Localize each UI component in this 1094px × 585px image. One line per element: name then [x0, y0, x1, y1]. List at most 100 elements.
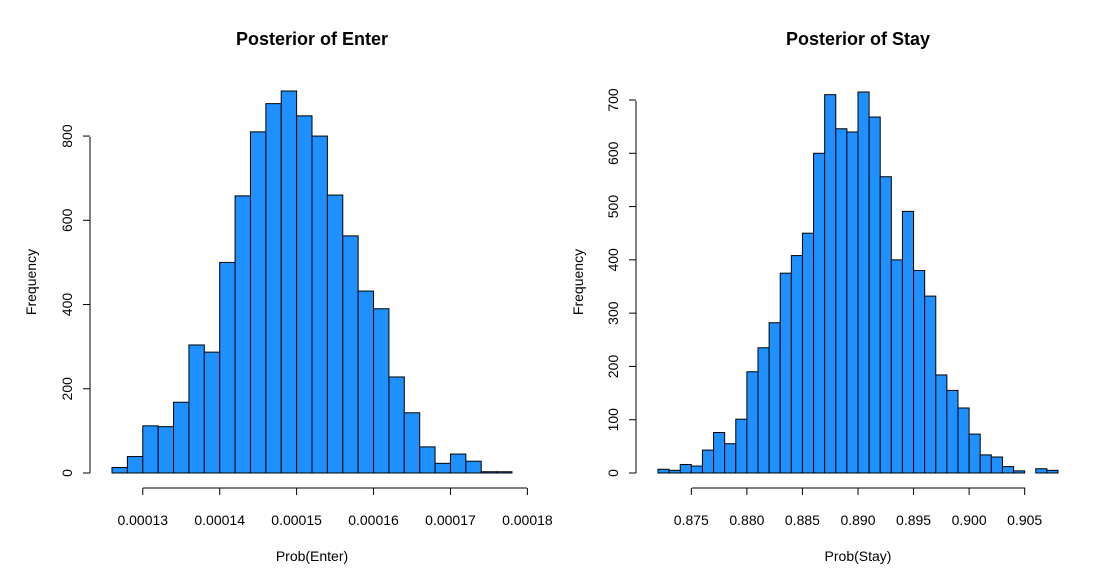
- histogram-bar: [419, 446, 436, 474]
- y-tick-label: 100: [605, 408, 621, 432]
- histogram-bar: [990, 456, 1003, 474]
- histogram-bar: [901, 210, 915, 474]
- histogram-bar: [234, 195, 251, 474]
- histogram-bar: [311, 135, 328, 474]
- x-tick-label: 0.875: [674, 512, 709, 528]
- chart-title: Posterior of Stay: [786, 29, 930, 49]
- y-tick-label: 700: [605, 88, 621, 112]
- histogram-bar: [111, 467, 128, 474]
- x-tick-label: 0.00017: [425, 512, 476, 528]
- histogram-bar: [326, 194, 344, 474]
- y-axis-label: Frequency: [23, 249, 39, 315]
- x-axis: 0.875 0.880 0.885 0.890 0.895 0.900 0.905: [674, 487, 1042, 528]
- y-tick-label: 0: [605, 469, 621, 477]
- x-tick-label: 0.905: [1007, 512, 1042, 528]
- histogram-bar: [657, 468, 670, 474]
- y-axis: 0 200 400 600 800: [59, 124, 91, 477]
- y-axis-label: Frequency: [570, 249, 586, 315]
- histogram-bar: [1001, 466, 1015, 474]
- histogram-bar: [203, 351, 221, 474]
- histogram-bar: [713, 432, 726, 474]
- histogram-bar: [746, 371, 759, 474]
- enter-histogram-panel: Posterior of Enter Prob(Enter) Frequency…: [23, 29, 553, 564]
- histogram-bar: [668, 469, 681, 474]
- histogram-bar: [388, 376, 405, 474]
- histogram-bar: [280, 90, 298, 474]
- x-tick-label: 0.00016: [348, 512, 399, 528]
- y-tick-label: 600: [605, 141, 621, 165]
- histogram-bar: [480, 471, 498, 474]
- y-axis: 0 100 200 300 400 500 600 700: [605, 88, 637, 477]
- histogram-bar: [342, 235, 359, 474]
- y-tick-label: 400: [59, 293, 75, 317]
- x-tick-label: 0.885: [785, 512, 820, 528]
- histogram-bar: [957, 407, 970, 474]
- histogram-bar: [173, 401, 190, 474]
- histogram-bar: [935, 374, 948, 474]
- histogram-bar: [679, 463, 692, 474]
- y-tick-label: 200: [59, 377, 75, 401]
- histogram-bar: [188, 344, 205, 474]
- x-axis-label: Prob(Stay): [825, 548, 892, 564]
- histogram-bar: [249, 131, 267, 474]
- bars-group: [111, 90, 513, 474]
- x-tick-label: 0.00015: [271, 512, 322, 528]
- histogram-bar: [1035, 468, 1048, 474]
- histogram-bar: [142, 425, 159, 474]
- x-tick-label: 0.00018: [502, 512, 553, 528]
- histogram-bar: [768, 322, 781, 474]
- y-tick-label: 800: [59, 124, 75, 148]
- x-tick-label: 0.895: [896, 512, 931, 528]
- x-axis-label: Prob(Enter): [276, 548, 348, 564]
- stay-histogram-panel: Posterior of Stay Prob(Stay) Frequency 0…: [570, 29, 1059, 564]
- histogram-bar: [979, 454, 992, 474]
- histogram-bar: [946, 389, 959, 474]
- y-tick-label: 300: [605, 301, 621, 325]
- histogram-bar: [1046, 469, 1059, 474]
- y-tick-label: 500: [605, 195, 621, 219]
- histogram-bar: [790, 255, 803, 474]
- histogram-bar: [913, 270, 926, 474]
- histogram-bar: [157, 426, 175, 474]
- histogram-bar: [735, 418, 748, 474]
- histogram-bar: [126, 456, 144, 474]
- x-tick-label: 0.880: [729, 512, 764, 528]
- y-tick-label: 600: [59, 208, 75, 232]
- histogram-bar: [868, 116, 881, 474]
- histogram-bar: [265, 103, 282, 474]
- histogram-bar: [757, 347, 770, 474]
- histogram-bar: [465, 460, 482, 474]
- histogram-bar: [403, 412, 421, 474]
- histogram-bar: [296, 115, 313, 474]
- histogram-bar: [690, 465, 703, 474]
- y-tick-label: 400: [605, 248, 621, 272]
- histogram-bar: [434, 462, 451, 474]
- histogram-bar: [879, 176, 892, 474]
- histogram-bar: [701, 449, 715, 474]
- histogram-bar: [924, 295, 937, 474]
- bars-group: [657, 91, 1059, 474]
- histogram-bar: [724, 443, 737, 474]
- x-tick-label: 0.900: [952, 512, 987, 528]
- y-tick-label: 200: [605, 355, 621, 379]
- histogram-bar: [857, 91, 870, 474]
- x-tick-label: 0.00014: [194, 512, 245, 528]
- y-tick-label: 0: [59, 469, 75, 477]
- histogram-bar: [449, 453, 467, 474]
- histogram-bar: [779, 272, 792, 474]
- x-tick-label: 0.890: [840, 512, 875, 528]
- histogram-bar: [846, 131, 859, 474]
- histogram-bar: [835, 128, 848, 474]
- histogram-bar: [824, 94, 837, 474]
- histogram-bar: [373, 308, 390, 474]
- histogram-bar: [219, 261, 236, 474]
- histogram-bar: [1013, 470, 1026, 474]
- chart-title: Posterior of Enter: [236, 29, 388, 49]
- x-tick-label: 0.00013: [117, 512, 168, 528]
- histogram-bar: [801, 232, 815, 474]
- histogram-bar: [890, 259, 903, 474]
- histogram-bar: [496, 471, 513, 474]
- histogram-bar: [813, 152, 826, 474]
- histogram-bar: [357, 290, 375, 474]
